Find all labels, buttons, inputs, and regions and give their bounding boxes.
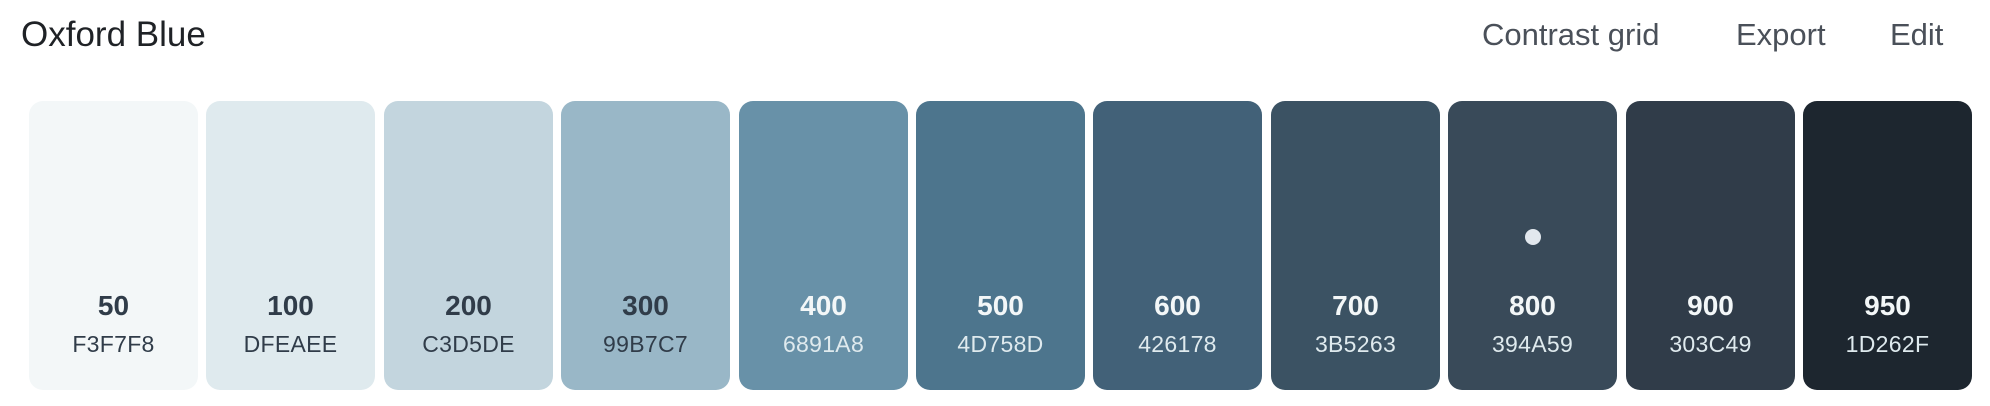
swatch-hex: 6891A8 (782, 331, 865, 357)
swatch-shade: 700 (1332, 290, 1379, 321)
swatch-shade: 400 (800, 290, 847, 321)
swatch-100[interactable]: 100 DFEAEE (206, 101, 375, 390)
swatch-400[interactable]: 400 6891A8 (739, 101, 908, 390)
swatch-hex: 4D758D (957, 331, 1044, 357)
swatch-500[interactable]: 500 4D758D (916, 101, 1085, 390)
swatch-hex: 3B5263 (1314, 331, 1397, 357)
contrast-grid-link[interactable]: Contrast grid (1482, 17, 1660, 52)
swatch-hex: F3F7F8 (72, 331, 155, 357)
swatch-hex: 1D262F (1845, 331, 1930, 357)
swatch-hex: 394A59 (1491, 331, 1574, 357)
swatch-shade: 300 (622, 290, 669, 321)
swatch-hex: 426178 (1138, 331, 1217, 357)
swatch-row: 50 F3F7F8 100 DFEAEE 200 C3D5DE 300 99B7… (29, 101, 1973, 390)
selected-dot-icon (1524, 229, 1541, 245)
swatch-hex: 99B7C7 (603, 331, 688, 357)
swatch-shade: 600 (1154, 290, 1201, 321)
swatch-shade: 950 (1864, 290, 1911, 321)
header: Oxford Blue Contrast grid Export Edit (0, 0, 1990, 80)
swatch-300[interactable]: 300 99B7C7 (561, 101, 730, 390)
swatch-800[interactable]: 800 394A59 (1448, 101, 1617, 390)
swatch-shade: 50 (97, 290, 130, 321)
swatch-shade: 500 (977, 290, 1024, 321)
export-link[interactable]: Export (1736, 17, 1826, 52)
swatch-shade: 800 (1509, 290, 1556, 321)
edit-link[interactable]: Edit (1890, 17, 1944, 52)
swatch-hex: 303C49 (1669, 331, 1752, 357)
swatch-hex: DFEAEE (243, 331, 338, 357)
swatch-hex: C3D5DE (422, 331, 515, 357)
swatch-600[interactable]: 600 426178 (1093, 101, 1262, 390)
swatch-shade: 100 (267, 290, 314, 321)
swatch-700[interactable]: 700 3B5263 (1271, 101, 1440, 390)
palette-title: Oxford Blue (21, 15, 206, 54)
swatch-50[interactable]: 50 F3F7F8 (29, 101, 198, 390)
swatch-900[interactable]: 900 303C49 (1626, 101, 1795, 390)
swatch-950[interactable]: 950 1D262F (1803, 101, 1972, 390)
swatch-shade: 200 (445, 290, 492, 321)
swatch-shade: 900 (1687, 290, 1734, 321)
swatch-200[interactable]: 200 C3D5DE (384, 101, 553, 390)
